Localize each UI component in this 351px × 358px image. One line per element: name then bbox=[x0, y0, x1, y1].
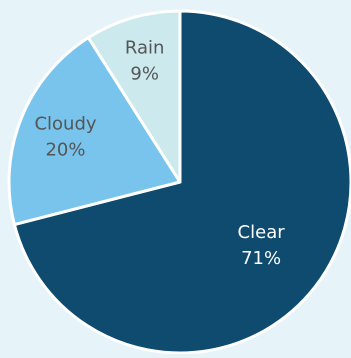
slice-value-cloudy: 20% bbox=[45, 140, 85, 161]
slice-label-clear: Clear bbox=[238, 222, 286, 243]
slice-value-rain: 9% bbox=[130, 64, 159, 85]
slice-value-clear: 71% bbox=[241, 248, 281, 269]
pie-slice-clear bbox=[12, 9, 351, 355]
slice-label-rain: Rain bbox=[125, 38, 165, 59]
labels-layer: Clear 71% Cloudy 20% Rain 9% bbox=[34, 38, 285, 269]
pie-slice-rain bbox=[86, 9, 182, 184]
slices-layer bbox=[7, 9, 351, 355]
slice-label-cloudy: Cloudy bbox=[34, 114, 96, 135]
pie-slice-cloudy bbox=[7, 36, 182, 227]
